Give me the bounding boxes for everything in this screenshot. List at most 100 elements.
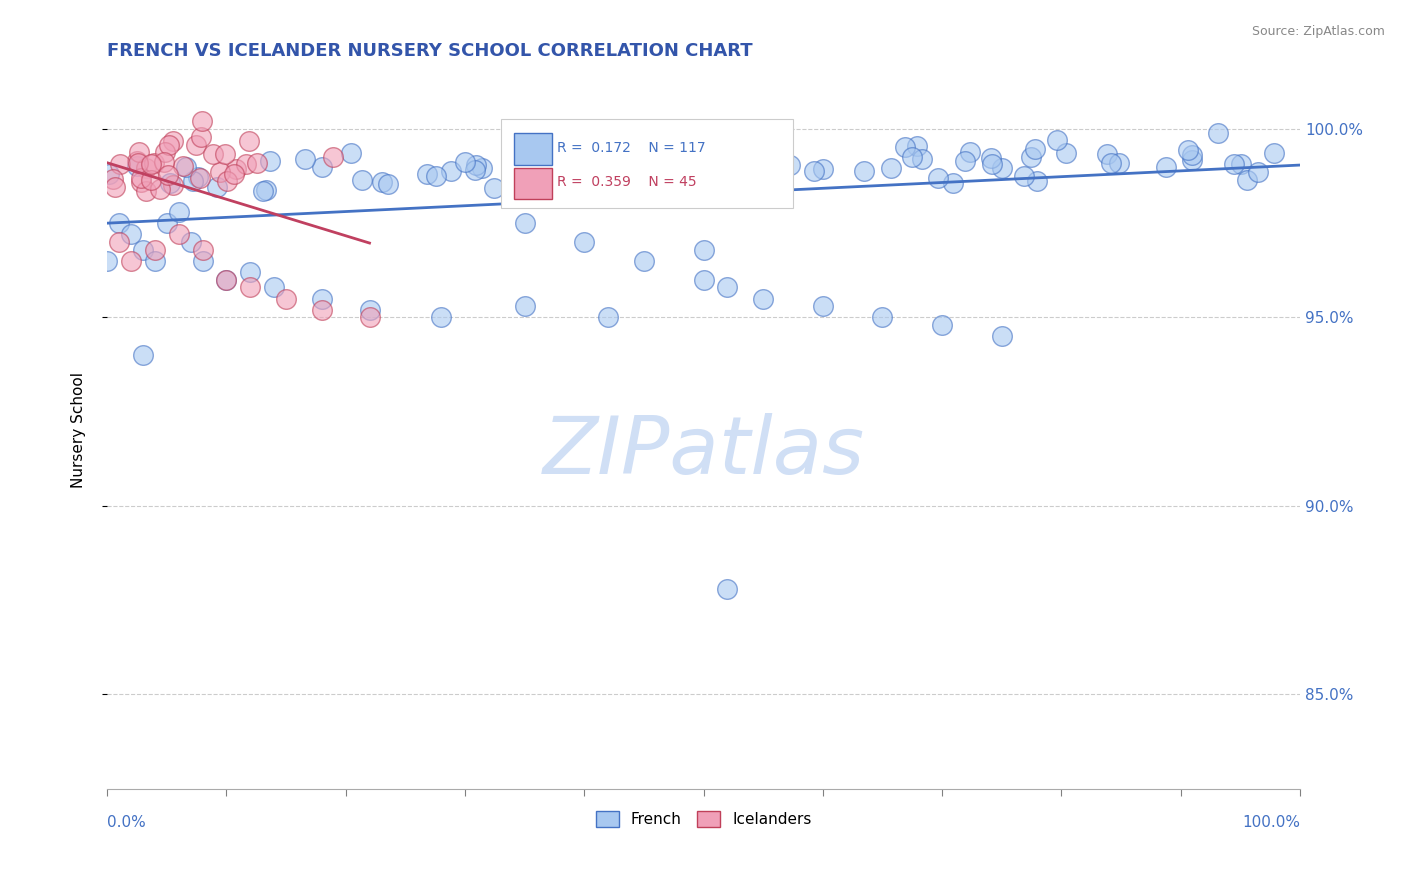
Point xyxy=(135,161,157,175)
Point xyxy=(942,177,965,191)
Point xyxy=(981,157,1004,171)
Point xyxy=(540,165,562,179)
Point xyxy=(959,145,981,160)
FancyBboxPatch shape xyxy=(513,168,553,199)
Point xyxy=(181,174,204,188)
Point xyxy=(239,280,262,294)
Point xyxy=(132,243,155,257)
Point xyxy=(471,161,494,175)
Point xyxy=(517,143,540,157)
Point xyxy=(852,164,875,178)
Text: R =  0.172    N = 117: R = 0.172 N = 117 xyxy=(557,141,706,154)
Point xyxy=(751,154,773,169)
Point xyxy=(905,139,928,153)
Point xyxy=(1095,147,1118,161)
Point xyxy=(201,147,224,161)
Point xyxy=(1206,126,1229,140)
Point xyxy=(180,235,202,249)
Point xyxy=(894,140,917,154)
Point xyxy=(619,153,641,168)
Point xyxy=(135,185,157,199)
Point xyxy=(190,114,212,128)
Point xyxy=(720,163,742,178)
Point xyxy=(1236,173,1258,187)
Point xyxy=(294,153,316,167)
Point xyxy=(648,180,671,194)
Point xyxy=(167,205,190,219)
Point xyxy=(425,169,447,183)
Point xyxy=(901,150,924,164)
Point xyxy=(718,176,741,190)
Point xyxy=(1026,174,1049,188)
Point xyxy=(125,159,148,173)
Point xyxy=(153,154,176,169)
Point xyxy=(254,183,277,197)
Point xyxy=(645,155,668,169)
Point xyxy=(605,158,627,172)
Point xyxy=(574,235,596,249)
FancyBboxPatch shape xyxy=(501,119,793,209)
Point xyxy=(721,158,744,172)
Point xyxy=(1181,147,1204,161)
Point xyxy=(96,253,118,268)
Point xyxy=(108,157,131,171)
Point xyxy=(440,163,463,178)
Point xyxy=(1021,150,1043,164)
Point xyxy=(550,155,572,169)
Point xyxy=(931,318,953,332)
Point xyxy=(359,310,381,325)
Point xyxy=(108,216,131,230)
Point xyxy=(263,280,285,294)
Point xyxy=(654,159,676,173)
Legend: French, Icelanders: French, Icelanders xyxy=(588,804,820,835)
Point xyxy=(692,243,714,257)
Point xyxy=(980,151,1002,165)
Point xyxy=(101,171,124,186)
Point xyxy=(600,150,623,164)
Y-axis label: Nursery School: Nursery School xyxy=(72,373,86,489)
Point xyxy=(1181,153,1204,167)
Point xyxy=(880,161,903,175)
Point xyxy=(598,310,620,325)
Point xyxy=(191,253,214,268)
Point xyxy=(225,161,247,176)
Point xyxy=(927,171,949,186)
Point xyxy=(464,158,486,172)
Point xyxy=(127,156,149,170)
Point xyxy=(156,216,179,230)
Point xyxy=(872,310,894,325)
Point xyxy=(953,154,976,169)
Point xyxy=(636,161,658,176)
Point xyxy=(811,299,834,313)
Point xyxy=(162,134,184,148)
Text: 0.0%: 0.0% xyxy=(107,815,146,830)
Point xyxy=(591,167,613,181)
Point xyxy=(692,145,714,159)
Point xyxy=(215,273,238,287)
Point xyxy=(1046,133,1069,147)
Point xyxy=(1099,156,1122,170)
Point xyxy=(738,169,761,184)
Point xyxy=(132,348,155,362)
Point xyxy=(104,179,127,194)
Point xyxy=(215,273,238,287)
Point xyxy=(537,171,560,186)
Point xyxy=(129,170,152,185)
Point xyxy=(128,145,150,160)
Point xyxy=(813,161,835,176)
Text: FRENCH VS ICELANDER NURSERY SCHOOL CORRELATION CHART: FRENCH VS ICELANDER NURSERY SCHOOL CORRE… xyxy=(107,42,752,60)
Point xyxy=(149,182,172,196)
Point xyxy=(108,235,131,249)
Point xyxy=(1263,145,1285,160)
Point xyxy=(533,150,555,164)
Point xyxy=(252,184,274,198)
Point xyxy=(633,253,655,268)
Point xyxy=(371,174,394,188)
Point xyxy=(464,163,486,178)
Point xyxy=(779,158,801,172)
Point xyxy=(630,171,652,186)
Point xyxy=(482,180,505,194)
Point xyxy=(311,302,333,317)
Point xyxy=(1154,160,1177,174)
Point xyxy=(911,152,934,166)
